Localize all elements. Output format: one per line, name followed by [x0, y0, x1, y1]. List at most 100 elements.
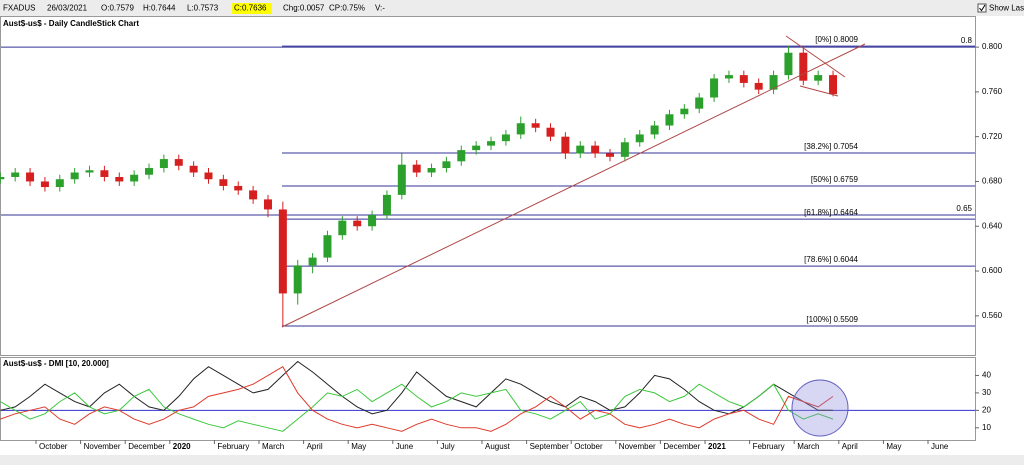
- x-tick-label: October: [574, 442, 603, 451]
- show-last[interactable]: Show Last: [989, 4, 1024, 13]
- candle-body: [159, 159, 168, 169]
- x-tick-label: April: [842, 442, 858, 451]
- change-pct: CP:0.75%: [329, 4, 365, 13]
- candle-body: [620, 142, 629, 157]
- candle-body: [249, 190, 258, 200]
- candle-body: [55, 179, 64, 188]
- x-tick-label: October: [39, 442, 68, 451]
- candle-body: [130, 174, 139, 182]
- candle-body: [70, 172, 79, 180]
- price-panel: [0, 16, 976, 356]
- candle-body: [100, 170, 109, 177]
- high: H:0.7644: [143, 4, 176, 13]
- candle-body: [189, 165, 198, 173]
- candle-body: [650, 125, 659, 135]
- x-tick-label: May: [351, 442, 366, 451]
- candle-body: [0, 176, 5, 180]
- dmi-panel: [0, 357, 976, 441]
- open: O:0.7579: [101, 4, 134, 13]
- x-tick-label: February: [753, 442, 785, 451]
- fib-label: [0%] 0.8009: [815, 35, 858, 44]
- y-tick-label: 0.800: [982, 42, 1003, 51]
- candle-body: [382, 194, 391, 216]
- candle-body: [338, 220, 347, 236]
- candle-body: [531, 123, 540, 128]
- candle-body: [769, 75, 778, 90]
- show-last-checkbox[interactable]: [977, 3, 987, 13]
- candle-body: [323, 235, 332, 258]
- x-tick-label: March: [262, 442, 284, 451]
- y-tick-label: 0.560: [982, 311, 1003, 320]
- triangle-lower: [799, 85, 839, 97]
- x-tick-label: 2020: [173, 442, 191, 451]
- x-tick-label: February: [217, 442, 249, 451]
- candle-body: [799, 52, 808, 81]
- x-tick-label: November: [619, 442, 656, 451]
- candle-body: [635, 134, 644, 143]
- candle-body: [739, 75, 748, 83]
- symbol: FXADUS: [3, 4, 35, 13]
- dmi-line: [0, 366, 834, 432]
- y-tick-label: 0.640: [982, 221, 1003, 230]
- y-tick-label: 0.600: [982, 266, 1003, 275]
- fib-label: [50%] 0.6759: [811, 175, 859, 184]
- candle-body: [710, 78, 719, 98]
- candle-body: [680, 108, 689, 115]
- fib-label: [78.6%] 0.6044: [804, 255, 858, 264]
- y-tick-label: 0.760: [982, 87, 1003, 96]
- trendline: [281, 43, 866, 328]
- candle-body: [576, 145, 585, 154]
- x-tick-label: July: [440, 442, 454, 451]
- y-tick-label: 0.680: [982, 177, 1003, 186]
- x-tick-label: December: [128, 442, 165, 451]
- x-tick-label: June: [396, 442, 414, 451]
- fib-label: [38.2%] 0.7054: [804, 142, 858, 151]
- candle-body: [829, 75, 838, 95]
- candle-body: [145, 168, 154, 175]
- candle-body: [442, 161, 451, 169]
- candle-body: [724, 75, 733, 79]
- candle-body: [293, 265, 302, 294]
- x-tick-label: March: [797, 442, 819, 451]
- candle-body: [754, 82, 763, 90]
- candle-body: [85, 170, 94, 173]
- x-tick-label: August: [485, 442, 511, 451]
- x-tick-label: 2021: [708, 442, 726, 451]
- candle-body: [814, 75, 823, 81]
- close-highlight: [232, 3, 272, 14]
- candle-body: [26, 172, 35, 182]
- x-tick-label: June: [931, 442, 949, 451]
- candle-body: [308, 257, 317, 266]
- highlight-circle: [791, 379, 849, 437]
- candle-body: [234, 185, 243, 191]
- candle-body: [546, 127, 555, 137]
- candle-body: [353, 220, 362, 227]
- candle-body: [591, 145, 600, 154]
- toolbar: [0, 455, 1024, 465]
- candle-body: [11, 172, 20, 177]
- x-tick-label: December: [663, 442, 700, 451]
- change: Chg:0.0057: [283, 4, 325, 13]
- dmi-title: Aust$-us$ - DMI [10, 20.000]: [3, 359, 109, 368]
- x-tick-label: September: [530, 442, 569, 451]
- candle-body: [457, 150, 466, 162]
- close: C:0.7636: [234, 4, 267, 13]
- fib-label: [100%] 0.5509: [806, 315, 858, 324]
- candle-body: [204, 172, 213, 180]
- y-tick-label: 0.720: [982, 132, 1003, 141]
- check: [979, 4, 986, 12]
- candle-body: [263, 199, 272, 210]
- candle-body: [784, 52, 793, 76]
- candle-body: [115, 176, 124, 182]
- candle-body: [516, 123, 525, 135]
- candle-body: [174, 159, 183, 166]
- candle-body: [501, 134, 510, 142]
- candle-body: [278, 209, 287, 294]
- candle-body: [427, 168, 436, 173]
- x-tick-label: November: [84, 442, 121, 451]
- annotations: [281, 35, 866, 437]
- x-tick-label: April: [307, 442, 323, 451]
- y-tick-label: 20: [982, 405, 991, 414]
- candle-body: [368, 215, 377, 227]
